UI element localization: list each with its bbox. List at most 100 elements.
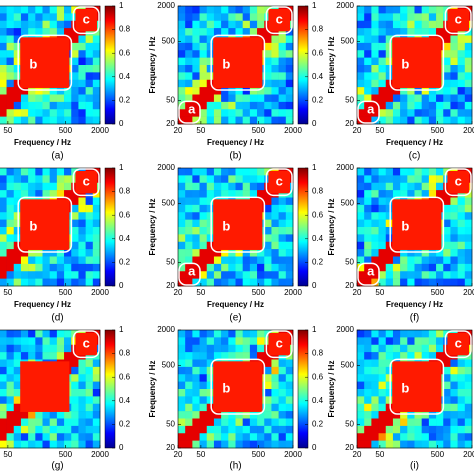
heatmap-cell	[213, 87, 222, 95]
heatmap-cell	[6, 271, 15, 279]
heatmap-cell	[249, 190, 258, 198]
heatmap-cell	[71, 101, 79, 110]
heatmap-cell	[249, 433, 258, 441]
heatmap-cell	[6, 337, 15, 346]
colorbar-tick-label: 0.6	[312, 372, 324, 381]
heatmap-cell	[71, 271, 79, 279]
heatmap-cell	[49, 94, 58, 103]
heatmap-cell	[6, 330, 15, 338]
heatmap-cell	[371, 411, 379, 419]
colorbar-tick-label: 0.4	[312, 234, 324, 243]
heatmap-cell	[35, 101, 43, 110]
heatmap-cell	[13, 389, 22, 397]
heatmap-cell	[6, 6, 15, 14]
heatmap-cell	[71, 381, 79, 390]
heatmap-cell	[6, 168, 15, 176]
heatmap-cell	[199, 87, 208, 95]
panel-label: (c)	[409, 151, 421, 162]
heatmap-cell	[428, 344, 437, 353]
heatmap-cell	[64, 190, 72, 198]
heatmap-cell	[85, 352, 94, 360]
heatmap-cell	[0, 94, 7, 103]
heatmap-cell	[78, 72, 86, 81]
heatmap-cell	[278, 359, 287, 368]
heatmap-cell	[378, 256, 387, 265]
heatmap-cell	[414, 175, 422, 184]
heatmap-cell	[56, 344, 65, 353]
heatmap-cell	[443, 197, 451, 206]
region-label: b	[401, 218, 409, 233]
heatmap-cell	[371, 227, 379, 235]
heatmap-cell	[285, 101, 294, 110]
heatmap-cell	[436, 20, 444, 29]
heatmap-cell	[20, 352, 29, 360]
heatmap-cell	[235, 20, 243, 29]
heatmap-cell	[56, 425, 65, 434]
heatmap-cell	[464, 263, 473, 272]
heatmap-cell	[78, 425, 86, 434]
heatmap-cell	[28, 101, 36, 110]
heatmap-cell	[64, 418, 72, 427]
heatmap-cell	[178, 116, 186, 125]
heatmap-cell	[92, 219, 101, 228]
heatmap-cell	[257, 344, 265, 353]
heatmap-cell	[257, 6, 265, 14]
heatmap-cell	[199, 418, 208, 427]
heatmap-cell	[385, 168, 394, 176]
heatmap-cell	[257, 337, 265, 346]
heatmap-cell	[92, 433, 101, 441]
heatmap-cell	[92, 359, 101, 368]
heatmap-cell	[271, 418, 279, 427]
heatmap-cell	[378, 263, 387, 272]
heatmap-cell	[443, 352, 451, 360]
heatmap-cell	[213, 337, 222, 346]
heatmap-cell	[85, 65, 94, 73]
heatmap-cell	[178, 359, 186, 368]
heatmap-cell	[285, 241, 294, 250]
heatmap-cell	[185, 6, 193, 14]
heatmap-cell	[35, 352, 43, 360]
heatmap-cell	[178, 190, 186, 198]
heatmap-cell	[192, 190, 200, 198]
heatmap-cell	[457, 28, 466, 36]
heatmap-cell	[199, 13, 208, 22]
heatmap-cell	[20, 256, 29, 265]
heatmap-cell	[199, 396, 208, 405]
heatmap-cell	[192, 197, 200, 206]
heatmap-cell	[371, 374, 379, 382]
heatmap-cell	[6, 344, 15, 353]
heatmap-cell	[443, 425, 451, 434]
heatmap-cell	[421, 116, 430, 125]
heatmap-cell	[392, 256, 401, 265]
region-label: b	[222, 380, 230, 395]
heatmap-cell	[28, 433, 36, 441]
heatmap-block	[75, 9, 97, 32]
heatmap-cell	[192, 227, 200, 235]
heatmap-cell	[385, 359, 394, 368]
heatmap-cell	[221, 411, 229, 419]
heatmap-cell	[221, 256, 229, 265]
heatmap-cell	[385, 20, 394, 29]
heatmap-cell	[228, 256, 236, 265]
heatmap-block	[268, 333, 290, 356]
x-tick-label: 500	[59, 450, 73, 459]
colorbar-tick-label: 0.2	[312, 420, 324, 429]
heatmap-cell	[20, 330, 29, 338]
x-tick-label: 50	[196, 288, 205, 297]
heatmap-cell	[443, 381, 451, 390]
heatmap-cell	[457, 94, 466, 103]
heatmap-cell	[357, 352, 365, 360]
heatmap-cell	[371, 381, 379, 390]
heatmap-cell	[264, 389, 272, 397]
heatmap-cell	[264, 425, 272, 434]
heatmap-cell	[400, 278, 408, 287]
heatmap-cell	[436, 168, 444, 176]
heatmap-cell	[178, 227, 186, 235]
heatmap-cell	[271, 411, 279, 419]
heatmap-cell	[392, 344, 401, 353]
heatmap-cell	[6, 411, 15, 419]
heatmap-cell	[443, 344, 451, 353]
